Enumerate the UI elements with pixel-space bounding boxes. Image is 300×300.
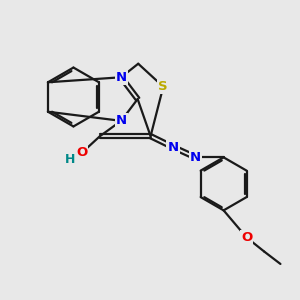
Text: H: H (65, 153, 76, 166)
Text: N: N (116, 71, 127, 84)
Text: N: N (167, 141, 178, 154)
Text: O: O (76, 146, 87, 159)
Text: N: N (190, 151, 201, 164)
Text: N: N (116, 114, 127, 127)
Text: S: S (158, 80, 168, 93)
Text: O: O (241, 231, 252, 244)
